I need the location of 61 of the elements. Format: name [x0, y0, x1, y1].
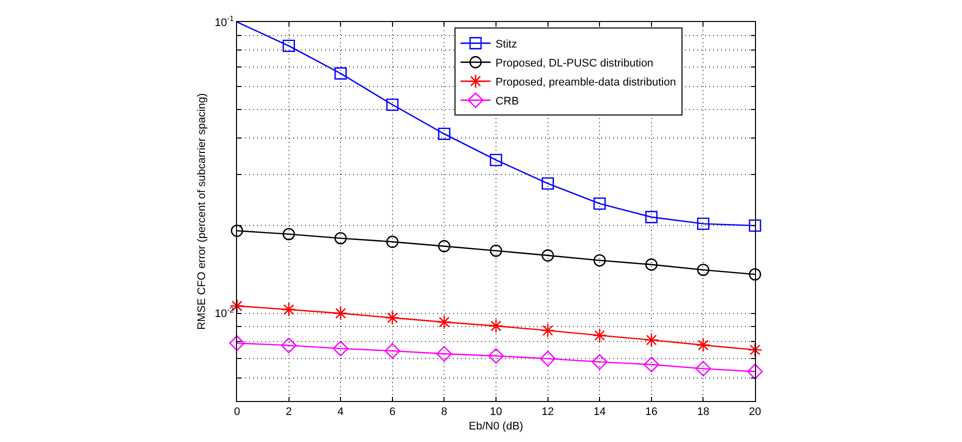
point	[748, 268, 762, 281]
x-tick-label: 16	[645, 406, 658, 418]
x-tick-label: 0	[234, 406, 240, 418]
x-tick-label: 14	[593, 406, 606, 418]
point	[385, 310, 400, 326]
point	[644, 356, 660, 372]
point	[593, 197, 606, 210]
point	[490, 154, 502, 166]
point	[384, 343, 400, 359]
point	[697, 264, 710, 276]
legend-label: Stitz	[496, 38, 517, 50]
point	[386, 236, 399, 248]
point	[592, 354, 608, 370]
point	[334, 232, 347, 244]
point	[593, 254, 606, 266]
legend-label: Proposed, DL-PUSC distribution	[496, 57, 654, 70]
y-tick-label: 10$^{-2}$	[214, 306, 234, 320]
point	[488, 318, 504, 334]
x-tick-label: 2	[286, 406, 292, 418]
point	[282, 228, 295, 240]
point	[230, 224, 244, 237]
point	[229, 335, 245, 351]
x-tick-label: 6	[389, 406, 396, 418]
x-tick-label: 8	[441, 406, 448, 418]
legend-label: CRB	[496, 95, 519, 108]
point	[696, 338, 710, 352]
point	[334, 67, 347, 80]
point	[542, 177, 554, 190]
x-axis-title: Eb/N0 (dB)	[468, 420, 524, 432]
point	[282, 302, 296, 317]
y-axis-title: RMSE CFO error (percent of subcarrier spacing)	[196, 93, 208, 330]
point	[748, 219, 762, 232]
point	[748, 342, 762, 358]
point	[645, 210, 658, 224]
point	[282, 40, 295, 52]
point	[436, 346, 452, 362]
point	[333, 306, 348, 321]
point	[438, 240, 450, 252]
point	[747, 364, 763, 380]
x-tick-label: 20	[748, 406, 762, 418]
x-tick-label: 12	[542, 406, 554, 418]
point	[540, 323, 556, 338]
point	[386, 98, 399, 111]
point	[645, 258, 658, 271]
point	[488, 348, 504, 364]
point	[436, 314, 452, 330]
y-tick-label: 10$^{-1}$	[214, 14, 234, 29]
x-tick-label: 18	[697, 406, 710, 418]
point	[540, 350, 556, 366]
point	[644, 332, 659, 348]
point	[438, 128, 450, 140]
x-tick-label: 4	[338, 406, 344, 418]
point	[697, 218, 710, 230]
point	[281, 338, 297, 354]
x-tick-label: 10	[490, 406, 502, 418]
point	[332, 340, 348, 356]
point	[695, 360, 711, 376]
point	[490, 244, 502, 257]
legend-label: Proposed, preamble-data distribution	[496, 76, 676, 88]
point	[542, 249, 554, 262]
point	[592, 328, 607, 343]
